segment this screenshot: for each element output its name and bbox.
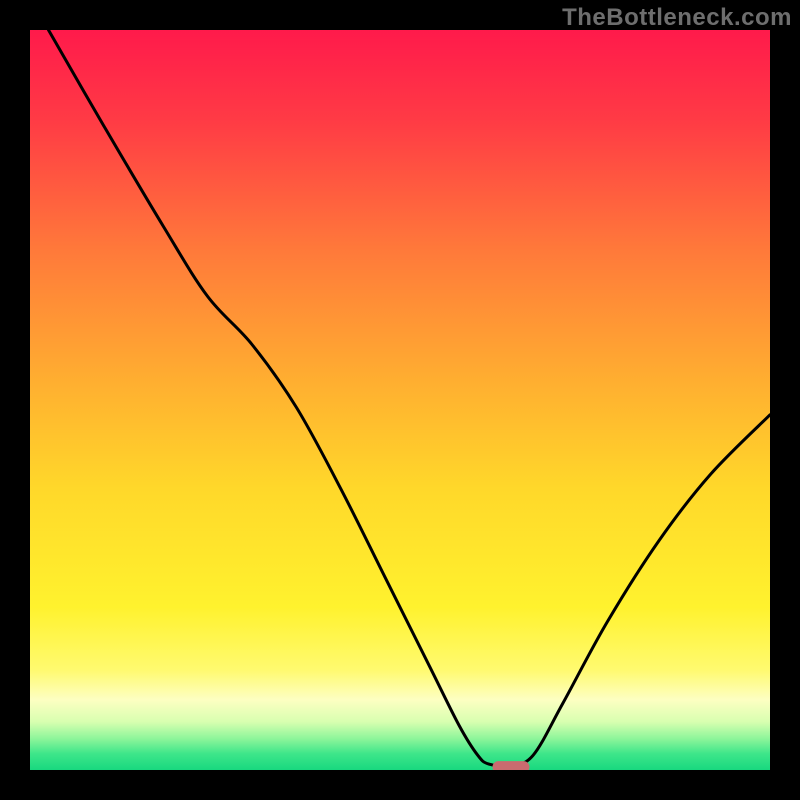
chart-frame: TheBottleneck.com bbox=[0, 0, 800, 800]
watermark-text: TheBottleneck.com bbox=[562, 4, 792, 32]
optimal-marker bbox=[493, 761, 530, 770]
bottleneck-curve-chart bbox=[30, 30, 770, 770]
gradient-background bbox=[30, 30, 770, 770]
plot-area bbox=[30, 30, 770, 770]
